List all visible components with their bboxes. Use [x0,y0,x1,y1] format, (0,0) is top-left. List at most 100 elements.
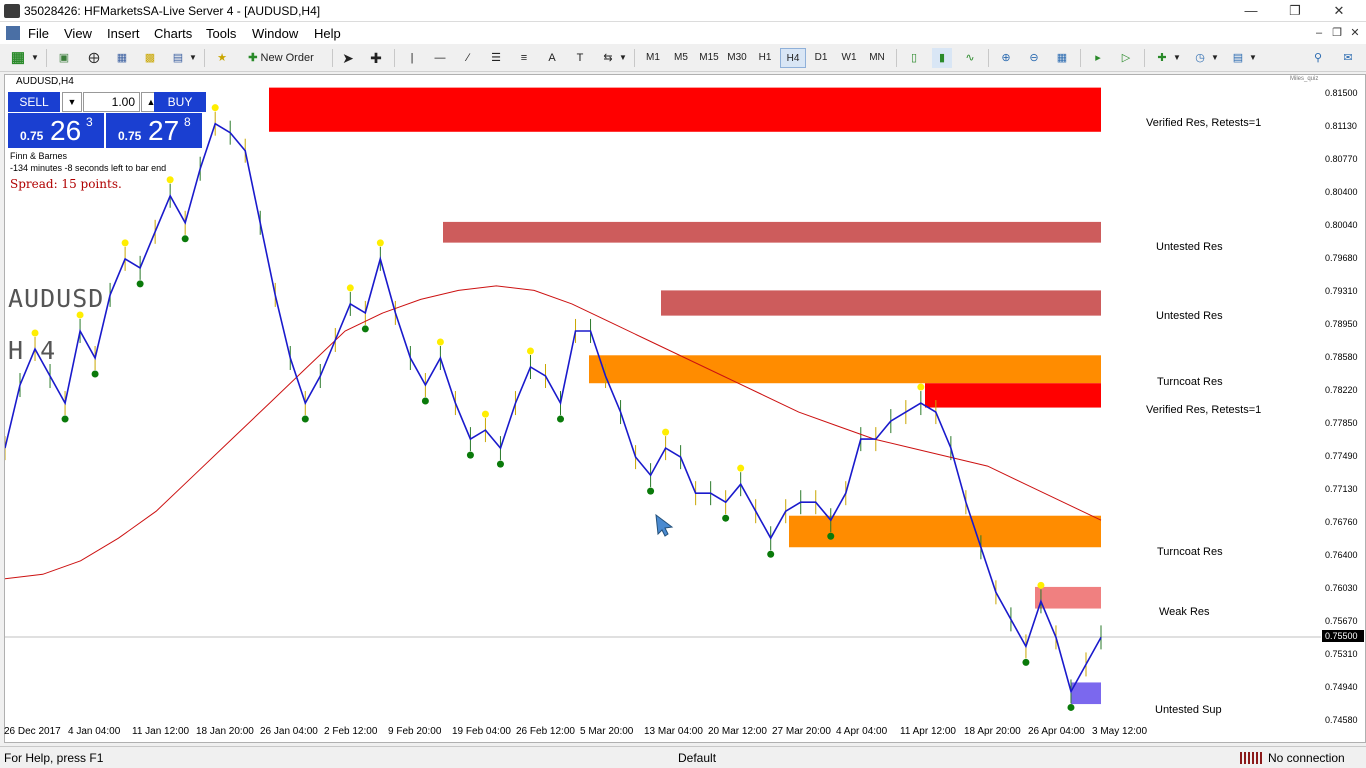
fractal-high-marker [662,428,670,436]
menu-charts[interactable]: Charts [154,26,193,41]
fractal-low-marker [1022,658,1030,666]
status-connection: No connection [1268,751,1345,765]
search-icon[interactable]: ⚲ [1313,52,1323,64]
crosshair-icon[interactable]: ✚ [370,50,382,66]
dropdown-icon-6[interactable]: ▼ [1249,53,1257,62]
buy-price[interactable]: 0.75 27 8 [106,113,202,148]
mdi-close-icon[interactable]: ✕ [1350,27,1360,39]
navigator-icon[interactable]: ▦ [116,52,128,64]
fractal-high-marker [1037,581,1045,589]
menu-tools[interactable]: Tools [206,26,237,41]
indicators-icon[interactable]: ✚ [1157,52,1167,64]
candlestick-icon[interactable]: ▮ [932,48,952,68]
vertical-line-icon[interactable]: | [410,52,414,64]
trendline-icon[interactable]: ∕ [467,52,469,64]
dropdown-icon-2[interactable]: ▼ [189,53,197,62]
tf-mn[interactable]: MN [869,52,885,63]
periods-icon[interactable]: ◷ [1195,52,1205,64]
autoscroll-icon[interactable]: ▸ [1095,52,1101,64]
dropdown-icon-4[interactable]: ▼ [1173,53,1181,62]
zone-rect [661,290,1101,316]
menu-file[interactable]: File [28,26,49,41]
chart-shift-icon[interactable]: ▷ [1121,52,1131,64]
fibonacci-icon[interactable]: ≡ [520,52,528,64]
crosshair-market-icon[interactable]: ⨁ [88,52,100,64]
tf-m5[interactable]: M5 [674,52,688,63]
chart-window[interactable] [4,74,1366,743]
maximize-icon[interactable]: ❐ [1289,3,1301,18]
price-tick: 0.80040 [1325,220,1358,230]
time-tick: 20 Mar 12:00 [708,726,767,737]
templates-icon[interactable]: ▤ [1232,52,1244,64]
price-tick: 0.74940 [1325,682,1358,692]
one-click-trading-panel: SELL ▼ 1.00 ▲ BUY 0.75 26 3 0.75 27 8 [8,92,206,148]
fractal-low-marker [421,397,429,405]
broker-label: Finn & Barnes [10,151,68,161]
lot-size-input[interactable]: 1.00 [83,92,140,112]
price-tick: 0.80770 [1325,154,1358,164]
tf-m1[interactable]: M1 [646,52,660,63]
tf-m15[interactable]: M15 [699,52,719,63]
price-series-line [5,122,1102,694]
fractal-high-marker [346,284,354,292]
text-label-icon[interactable]: T [576,52,584,64]
dropdown-icon[interactable]: ▼ [31,53,39,62]
zone-label-verified-res-2: Verified Res, Retests=1 [1146,404,1262,416]
menu-view[interactable]: View [64,26,92,41]
tf-d1[interactable]: D1 [814,52,828,63]
buy-price-small: 0.75 [118,129,142,143]
price-tick: 0.76030 [1325,583,1358,593]
text-icon[interactable]: A [548,52,556,64]
channel-icon[interactable]: ☰ [491,52,501,64]
new-order-button[interactable]: ✚ New Order [248,52,314,64]
lot-decrease-icon[interactable]: ▼ [62,92,82,112]
time-tick: 27 Mar 20:00 [772,726,831,737]
sell-price[interactable]: 0.75 26 3 [8,113,104,148]
line-chart-icon[interactable]: ∿ [965,52,975,64]
minimize-icon[interactable]: — [1244,3,1258,18]
cursor-icon[interactable]: ➤ [342,50,354,66]
zone-label-untested-res-1: Untested Res [1156,241,1223,253]
tf-m30[interactable]: M30 [727,52,747,63]
new-chart-icon[interactable]: ▦ [10,49,26,66]
horizontal-line-icon[interactable]: — [434,52,446,64]
dropdown-icon-3[interactable]: ▼ [619,53,627,62]
profiles-icon[interactable]: ▣ [58,52,70,64]
arrows-icon[interactable]: ⇆ [603,52,613,64]
tester-icon[interactable]: ▤ [172,52,184,64]
buy-button[interactable]: BUY [154,92,206,112]
menu-insert[interactable]: Insert [107,26,140,41]
zone-label-verified-res-1: Verified Res, Retests=1 [1146,117,1262,129]
status-bar: For Help, press F1 Default No connection [0,746,1366,768]
zoom-in-icon[interactable]: ⊕ [1001,52,1011,64]
chart-symbol-label: AUDUSD,H4 [16,76,74,87]
zone-rect [925,383,1101,408]
tf-h1[interactable]: H1 [758,52,772,63]
tf-w1[interactable]: W1 [841,52,857,63]
sell-button[interactable]: SELL [8,92,60,112]
menu-help[interactable]: Help [314,26,341,41]
fractal-low-marker [466,451,474,459]
price-tick: 0.76760 [1325,517,1358,527]
chat-icon[interactable]: ✉ [1343,52,1353,64]
tf-h4[interactable]: H4 [780,48,806,68]
close-icon[interactable]: ✕ [1333,3,1345,18]
mdi-minimize-icon[interactable]: – [1315,27,1323,39]
price-chart[interactable] [5,75,1321,723]
fractal-high-marker [211,104,219,112]
price-tick: 0.77490 [1325,451,1358,461]
fractal-high-marker [917,383,925,391]
zone-label-weak-res: Weak Res [1159,606,1210,618]
expert-advisors-icon[interactable]: ★ [217,52,227,64]
mdi-restore-icon[interactable]: ❐ [1332,27,1342,39]
terminal-icon[interactable]: ▩ [144,52,156,64]
spread-label: Spread: 15 points. [10,177,122,191]
zoom-out-icon[interactable]: ⊖ [1029,52,1039,64]
tile-windows-icon[interactable]: ▦ [1056,52,1068,64]
document-icon [6,26,20,40]
price-axis[interactable]: 0.81500 0.81130 0.80770 0.80400 0.80040 … [1321,74,1366,725]
bar-chart-icon[interactable]: ▯ [910,52,918,64]
dropdown-icon-5[interactable]: ▼ [1211,53,1219,62]
menu-window[interactable]: Window [252,26,299,41]
time-tick: 5 Mar 20:00 [580,726,634,737]
